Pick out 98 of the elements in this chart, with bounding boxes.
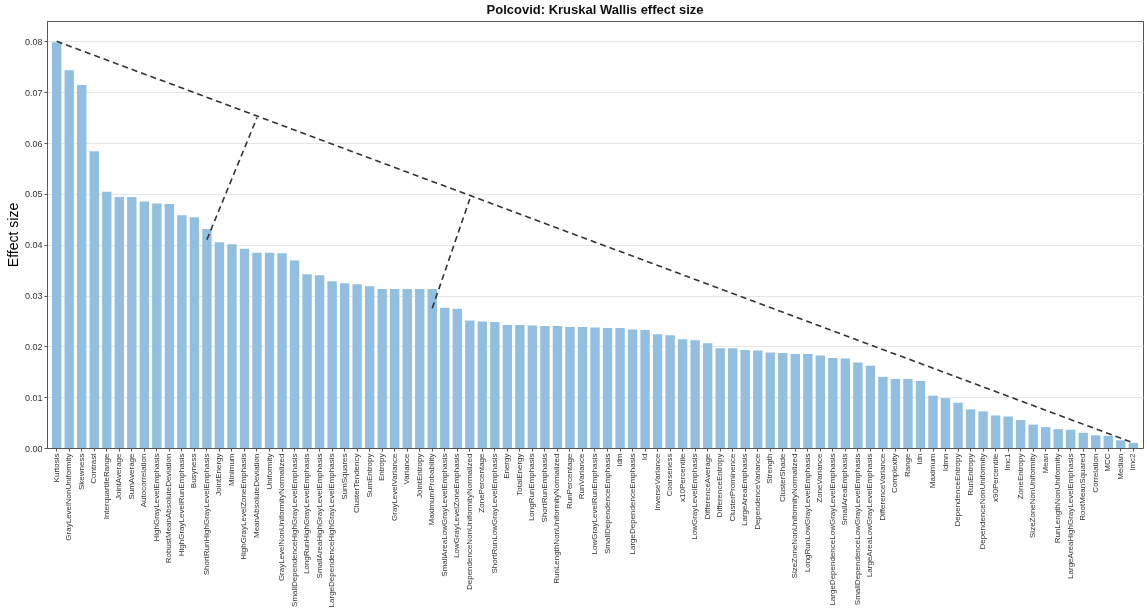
x-tick-label: Maximum <box>928 453 937 489</box>
x-tick-label: SumEntropy <box>364 453 374 498</box>
x-tick-label: SumSquares <box>339 453 349 500</box>
x-tick-label: InterquartileRange <box>101 452 111 520</box>
x-tick-label: ClusterProminence <box>727 452 737 522</box>
x-tick-label: DifferenceVariance <box>877 452 887 521</box>
x-tick-label: RunEntropy <box>965 453 975 496</box>
y-axis-title: Effect size <box>4 202 21 268</box>
x-tick-label: Correlation <box>1090 453 1100 493</box>
x-tick-label: Kurtosis <box>51 453 61 483</box>
x-tick-label: ShortRunHighGrayLevelEmphasis <box>201 453 211 576</box>
x-tick-label: Range <box>902 452 912 478</box>
y-tick-label: 0.04 <box>24 240 43 251</box>
x-tick-label: LowGrayLevelZoneEmphasis <box>452 453 462 558</box>
chart-title: Polcovid: Kruskal Wallis effect size <box>486 2 704 17</box>
y-tick-label: 0.07 <box>24 87 43 98</box>
x-tick-label: Idmn <box>940 453 950 472</box>
y-tick-label: 0.03 <box>24 291 43 301</box>
x-tick-label: ClusterShade <box>777 452 787 502</box>
x-tick-label: LargeAreaHighGrayLevelEmphasis <box>1065 453 1075 579</box>
x-tick-label: Busyness <box>189 453 199 489</box>
x-tick-label: ClusterTendency <box>352 453 362 514</box>
x-tick-label: SumAverage <box>126 452 136 500</box>
x-tick-label: Contrast <box>89 452 99 484</box>
x-tick-label: Idn <box>915 453 925 465</box>
x-tick-label: HighGrayLevelRunEmphasis <box>176 453 186 557</box>
x-tick-label: InverseVariance <box>652 452 662 511</box>
y-tick-label: 0.00 <box>24 443 43 454</box>
y-tick-label: 0.06 <box>24 138 43 149</box>
x-tick-label: JointAverage <box>114 452 124 501</box>
x-tick-label: ZonePercentage <box>477 452 487 513</box>
x-tick-label: Complexity <box>890 453 900 494</box>
x-tick-label: LargeDependenceEmphasis <box>627 453 637 555</box>
x-tick-label: Coarseness <box>665 453 675 497</box>
x-tick-label: HighGrayLevelEmphasis <box>151 453 161 542</box>
x-tick-label: DependenceNonUniformityNormalized <box>464 453 474 591</box>
x-tick-label: Imc1 <box>1003 452 1013 471</box>
x-tick-label: LowGrayLevelRunEmphasis <box>590 453 599 555</box>
x-tick-label: JointEntropy <box>414 453 424 498</box>
x-tick-label: LongRunHighGrayLevelEmphasis <box>302 453 312 575</box>
x-tick-label: Id <box>640 453 650 461</box>
x-tick-label: SizeZoneNonUniformityNormalized <box>790 453 800 579</box>
x-tick-label: x10Percentile <box>677 452 687 502</box>
x-tick-label: ZoneEntropy <box>1015 453 1025 500</box>
x-tick-label: GrayLevelNonUniformityNormalized <box>277 453 287 582</box>
x-tick-label: RunLengthNonUniformityNormalized <box>552 453 562 584</box>
x-tick-label: DifferenceEntropy <box>715 453 725 518</box>
x-tick-label: SmallDependenceEmphasis <box>602 453 612 554</box>
x-tick-label: SmallAreaEmphasis <box>840 453 850 526</box>
y-tick-label: 0.05 <box>24 189 43 200</box>
y-tick-label: 0.01 <box>24 392 43 403</box>
x-tick-label: RobustMeanAbsoluteDeviation <box>164 453 174 564</box>
x-tick-label: LargeDependenceHighGrayLevelEmphasis <box>327 453 337 608</box>
y-tick-label: 0.02 <box>24 341 43 352</box>
x-tick-label: Mean <box>1040 453 1050 474</box>
x-tick-label: MaximumProbability <box>427 453 437 526</box>
x-tick-label: Imc2 <box>1128 452 1138 471</box>
x-tick-label: JointEnergy <box>214 453 224 496</box>
x-tick-label: SizeZoneNonUniformity <box>1028 453 1038 538</box>
x-tick-label: GrayLevelNonUniformity <box>64 453 74 541</box>
x-tick-label: TotalEnergy <box>514 453 524 496</box>
x-tick-label: DependenceNonUniformity <box>978 453 988 550</box>
x-tick-label: Minimum <box>226 453 236 486</box>
x-tick-label: ShortRunLowGrayLevelEmphasis <box>489 453 499 574</box>
x-tick-label: SmallDependenceLowGrayLevelEmphasis <box>852 453 862 606</box>
x-tick-label: RootMeanSquared <box>1078 453 1088 521</box>
x-tick-label: RunVariance <box>577 452 587 500</box>
x-tick-label: Median <box>1115 453 1125 480</box>
x-tick-label: LongRunLowGrayLevelEmphasis <box>802 453 812 573</box>
x-tick-label: Uniformity <box>264 453 274 490</box>
x-tick-label: LowGrayLevelEmphasis <box>690 453 700 540</box>
x-tick-label: ShortRunEmphasis <box>539 453 549 523</box>
x-tick-label: Skewness <box>76 453 86 490</box>
x-tick-label: LargeAreaEmphasis <box>740 453 750 526</box>
x-tick-label: DependenceEntropy <box>953 453 963 527</box>
x-tick-label: LongRunEmphasis <box>527 453 537 522</box>
x-tick-label: SmallAreaHighGrayLevelEmphasis <box>314 453 324 579</box>
x-tick-label: Entropy <box>377 453 387 482</box>
x-tick-label: Energy <box>502 453 512 479</box>
x-tick-label: x90Percentile <box>990 452 1000 502</box>
y-tick-label: 0.08 <box>24 36 43 47</box>
x-tick-label: SmallDependenceHighGrayLevelEmphasis <box>289 453 299 607</box>
x-tick-label: ZoneVariance <box>815 452 825 503</box>
x-tick-label: Strength <box>765 453 775 484</box>
x-tick-label: MCC <box>1103 453 1113 472</box>
x-tick-label: Idm <box>615 453 625 467</box>
x-tick-label: HighGrayLevelZoneEmphasis <box>239 453 249 560</box>
x-tick-label: Variance <box>402 452 412 485</box>
x-tick-label: MeanAbsoluteDeviation <box>252 453 261 538</box>
x-tick-label: RunPercentage <box>564 452 574 510</box>
x-tick-label: GrayLevelVariance <box>389 452 399 521</box>
x-tick-label: DifferenceAverage <box>702 452 712 520</box>
x-tick-label: LargeAreaLowGrayLevelEmphasis <box>865 453 875 578</box>
x-tick-label: DependenceVariance <box>752 452 762 530</box>
x-tick-label: SmallAreaLowGrayLevelEmphasis <box>439 453 449 577</box>
x-tick-label: RunLengthNonUniformity <box>1053 453 1063 544</box>
x-tick-label: Autocorrelation <box>139 453 149 508</box>
x-tick-label: LargeDependenceLowGrayLevelEmphasis <box>827 453 837 606</box>
